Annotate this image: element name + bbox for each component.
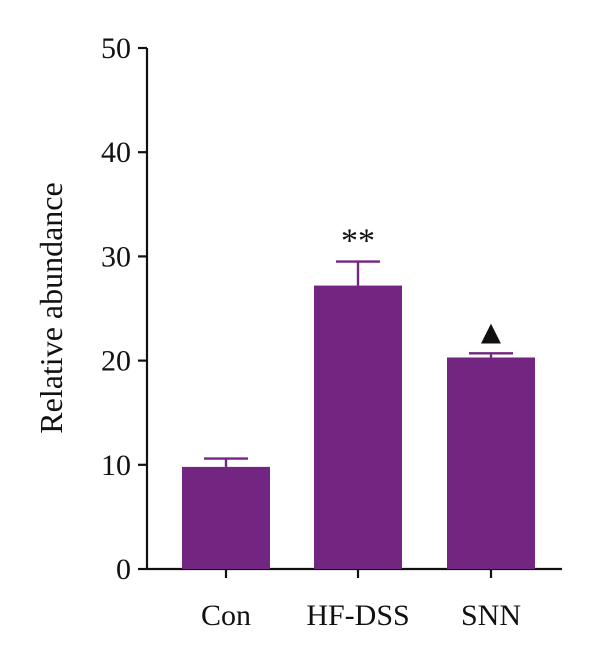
- x-tick-label: HF-DSS: [306, 599, 409, 632]
- bar: [314, 285, 402, 569]
- error-bars: [204, 260, 513, 467]
- bars: [182, 285, 535, 569]
- x-axis: [147, 567, 562, 578]
- y-axis-title: Relative abundance: [33, 182, 69, 433]
- y-tick-label: 30: [101, 240, 131, 273]
- y-tick-label: 20: [101, 345, 131, 378]
- significance-annotations: ** ▲: [341, 223, 508, 352]
- y-axis: 0 10 20 30 40 50: [101, 32, 149, 586]
- significance-marker: **: [341, 223, 375, 260]
- y-tick-label: 50: [101, 32, 131, 65]
- y-tick-label: 40: [101, 136, 131, 169]
- significance-marker: ▲: [474, 314, 508, 351]
- y-tick-label: 0: [116, 553, 131, 586]
- x-tick-labels: Con HF-DSS SNN: [201, 599, 521, 632]
- x-tick-label: Con: [201, 599, 251, 632]
- y-tick-label: 10: [101, 449, 131, 482]
- bar: [182, 466, 270, 569]
- bar: [447, 357, 535, 569]
- x-tick-label: SNN: [461, 599, 521, 632]
